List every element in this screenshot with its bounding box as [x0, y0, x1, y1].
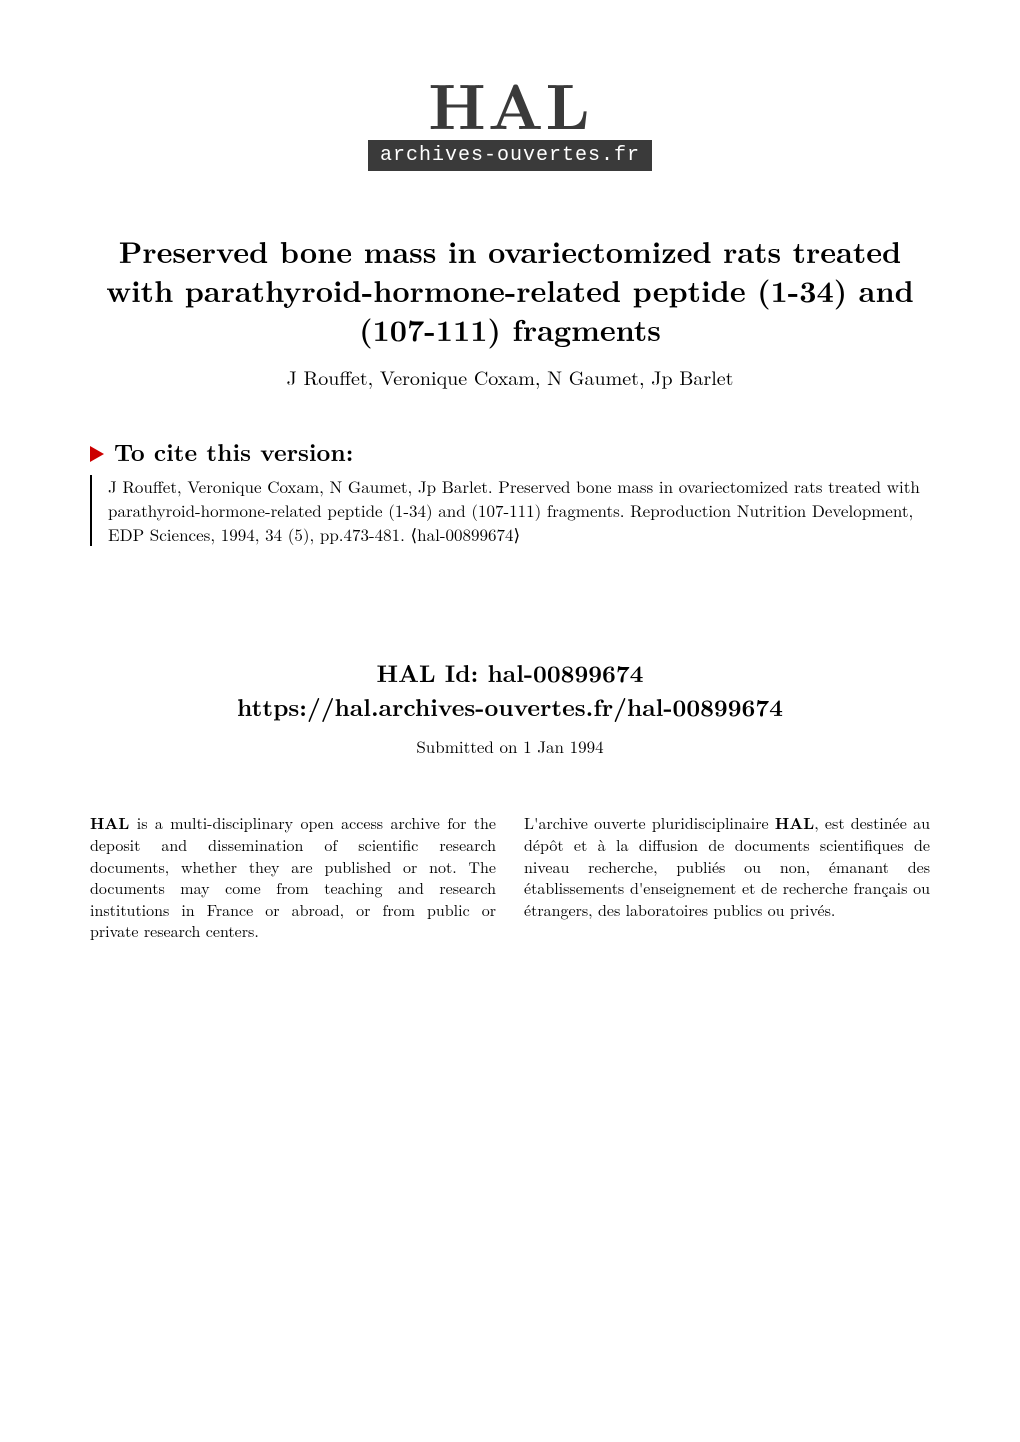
paper-title: Preserved bone mass in ovariectomized ra… — [90, 231, 930, 348]
cite-heading-text: To cite this version: — [114, 435, 353, 469]
hal-bold-right: HAL — [775, 811, 814, 834]
description-left: HAL is a multi-disciplinary open access … — [90, 812, 496, 942]
description-columns: HAL is a multi-disciplinary open access … — [90, 812, 930, 942]
hal-id-label: HAL Id: hal-00899674 — [90, 656, 930, 690]
citation-block: J Rouffet, Veronique Coxam, N Gaumet, Jp… — [90, 475, 930, 546]
hal-url: https://hal.archives-ouvertes.fr/hal-008… — [90, 690, 930, 724]
hal-logo-subtext: archives-ouvertes.fr — [368, 140, 652, 171]
hal-logo-text: HAL — [90, 70, 930, 134]
hal-id-block: HAL Id: hal-00899674 https://hal.archive… — [90, 656, 930, 724]
description-left-text: is a multi-disciplinary open access arch… — [90, 811, 496, 942]
submitted-line: Submitted on 1 Jan 1994 — [90, 734, 930, 758]
hal-bold-left: HAL — [90, 811, 129, 834]
cite-heading: To cite this version: — [90, 435, 930, 469]
description-right: L'archive ouverte pluridisciplinaire HAL… — [524, 812, 930, 942]
authors-line: J Rouffet, Veronique Coxam, N Gaumet, Jp… — [90, 362, 930, 391]
description-right-prefix: L'archive ouverte pluridisciplinaire — [524, 811, 775, 834]
triangle-marker-icon — [90, 446, 104, 462]
hal-logo: HAL archives-ouvertes.fr — [90, 70, 930, 171]
